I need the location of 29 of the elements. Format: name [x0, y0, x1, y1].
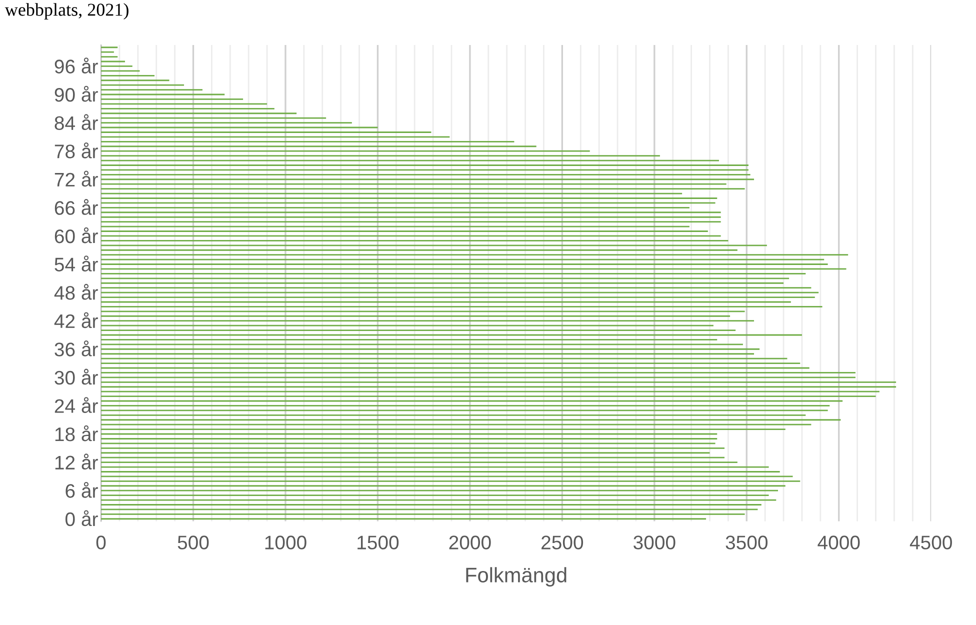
- y-tick-label: 30 år: [54, 368, 98, 385]
- y-tick-label: 24 år: [54, 397, 98, 413]
- x-tick-label: 4000: [818, 536, 860, 550]
- y-tick-label: 90 år: [54, 86, 98, 102]
- y-tick-label: 66 år: [54, 199, 98, 215]
- y-tick-label: 72 år: [54, 170, 98, 187]
- y-tick-label: 48 år: [54, 284, 98, 300]
- y-tick-label: 6 år: [66, 482, 98, 498]
- y-tick-label: 54 år: [54, 256, 98, 272]
- y-tick-label: 12 år: [55, 454, 98, 470]
- x-axis-title: Folkmängd: [466, 567, 566, 587]
- y-tick-label: 42 år: [54, 312, 98, 328]
- x-tick-label: 3000: [634, 536, 676, 550]
- y-tick-label: 0 år: [65, 510, 98, 526]
- x-tick-label: 2500: [542, 536, 584, 550]
- x-tick-label: 500: [178, 536, 209, 550]
- y-tick-label: 36 år: [54, 340, 98, 356]
- y-tick-label: 60 år: [54, 227, 98, 244]
- x-tick-label: 1500: [358, 536, 399, 550]
- x-tick-label: 3500: [726, 536, 768, 550]
- y-tick-label: 96 år: [54, 58, 98, 74]
- x-tick-label: 2000: [449, 536, 491, 550]
- x-tick-label: 0: [96, 536, 106, 550]
- y-tick-label: 84 år: [54, 114, 98, 130]
- x-tick-label: 4500: [910, 536, 952, 550]
- y-tick-label: 18 år: [55, 425, 98, 442]
- text: webbplats, 2021): [4, 3, 128, 20]
- x-tick-label: 1000: [265, 536, 306, 550]
- y-tick-label: 78 år: [54, 142, 98, 158]
